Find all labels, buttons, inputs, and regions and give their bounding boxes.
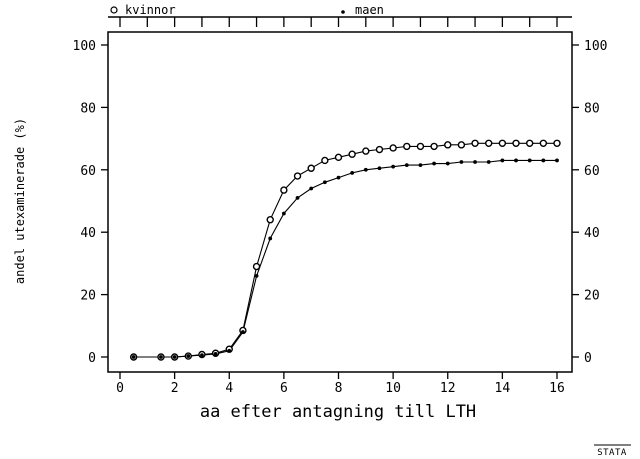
data-point-maen [555, 158, 559, 163]
series-line-maen [133, 159, 557, 358]
y-tick-label-right: 20 [584, 289, 600, 304]
data-point-maen [377, 166, 382, 171]
data-point-kvinnor [321, 156, 329, 165]
data-point-kvinnor [403, 142, 411, 151]
data-point-kvinnor [307, 164, 315, 172]
x-tick-label: 0 [116, 381, 124, 396]
data-point-maen [186, 354, 191, 358]
series-lines [133, 142, 557, 358]
data-point-maen [391, 164, 396, 169]
y-tick-label-right: 40 [584, 226, 600, 241]
data-point-maen [500, 158, 505, 163]
x-tick-label: 16 [549, 381, 565, 396]
x-tick-label: 8 [335, 381, 343, 396]
data-point-maen [200, 353, 204, 358]
data-point-kvinnor [553, 139, 561, 147]
y-tick-label-left: 100 [73, 39, 96, 54]
data-point-maen [281, 211, 286, 216]
data-point-kvinnor [362, 147, 370, 155]
legend-label-maen: maen [355, 3, 384, 17]
data-point-maen [541, 158, 546, 163]
y-tick-label-right: 60 [584, 164, 600, 179]
x-tick-label: 2 [171, 381, 179, 396]
x-tick-label: 4 [225, 381, 233, 396]
data-point-maen [227, 348, 232, 353]
data-point-maen [514, 158, 518, 163]
data-point-maen [336, 175, 341, 180]
data-point-kvinnor [498, 139, 507, 147]
data-point-kvinnor [512, 139, 520, 147]
data-point-kvinnor [471, 139, 479, 147]
x-tick-label: 12 [440, 381, 456, 396]
y-tick-label-right: 0 [584, 351, 592, 366]
y-tick-label-left: 0 [88, 351, 96, 366]
legend: kvinnor maen [110, 3, 384, 17]
data-point-maen [486, 160, 491, 164]
legend-marker-maen [341, 10, 345, 14]
data-point-maen [295, 195, 300, 200]
data-point-maen [527, 158, 532, 163]
data-point-kvinnor [280, 186, 288, 194]
data-point-maen [322, 180, 327, 185]
data-point-kvinnor [485, 139, 493, 147]
data-point-maen [241, 330, 245, 334]
legend-marker-kvinnor [110, 6, 118, 14]
data-point-kvinnor [539, 139, 548, 147]
data-point-kvinnor [375, 145, 384, 154]
x-tick-label: 10 [385, 381, 401, 396]
data-point-maen [459, 160, 464, 164]
data-point-kvinnor [266, 216, 274, 224]
data-point-maen [309, 186, 314, 191]
data-point-maen [432, 161, 436, 166]
y-tick-label-right: 100 [584, 39, 607, 54]
data-point-maen [159, 355, 163, 359]
data-point-kvinnor [525, 139, 534, 147]
data-point-maen [473, 160, 477, 164]
data-point-maen [131, 355, 136, 359]
data-point-maen [445, 161, 450, 166]
y-tick-label-left: 80 [80, 101, 96, 116]
data-point-kvinnor [334, 153, 343, 162]
data-point-kvinnor [348, 150, 356, 158]
y-tick-label-left: 40 [80, 226, 96, 241]
data-point-maen [254, 273, 259, 278]
data-point-kvinnor [293, 172, 302, 180]
data-point-maen [418, 163, 423, 168]
x-tick-label: 6 [280, 381, 288, 396]
x-tick-label: 14 [495, 381, 511, 396]
data-point-kvinnor [444, 141, 452, 149]
legend-label-kvinnor: kvinnor [125, 3, 176, 17]
series-markers [129, 139, 561, 361]
x-axis-label: aa efter antagning till LTH [200, 402, 476, 422]
stata-logo: STATA [594, 444, 631, 458]
stata-logo-text: STATA [597, 448, 627, 458]
data-point-kvinnor [430, 142, 438, 151]
y-axis-label: andel utexaminerade (%) [13, 118, 27, 284]
data-point-kvinnor [389, 144, 397, 152]
data-point-maen [363, 167, 368, 172]
data-point-maen [172, 355, 177, 359]
data-point-kvinnor [416, 142, 425, 151]
y-tick-label-left: 60 [80, 164, 96, 179]
y-tick-label-right: 80 [584, 101, 600, 116]
data-point-kvinnor [252, 262, 261, 271]
plot-frame [107, 31, 573, 373]
data-point-maen [213, 351, 218, 356]
legend-ticks [119, 17, 558, 27]
data-point-maen [350, 171, 355, 175]
data-point-maen [268, 236, 273, 241]
data-point-kvinnor [457, 141, 466, 149]
data-point-maen [404, 163, 409, 168]
y-tick-label-left: 20 [80, 289, 96, 304]
axes: 0 0 20 20 40 40 60 60 80 80 100 100 0 2 4 6 8 10 12 14 16 [73, 39, 608, 396]
